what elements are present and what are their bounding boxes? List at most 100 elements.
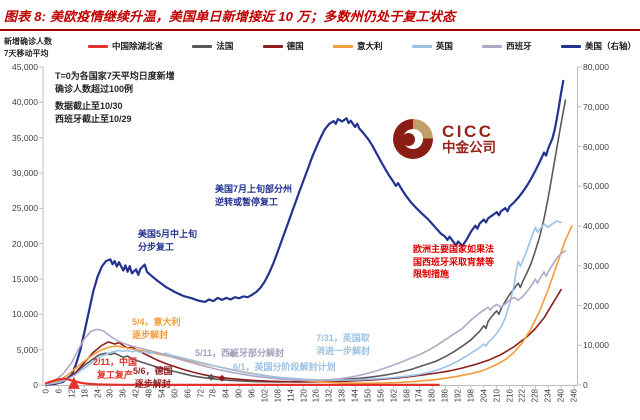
x-axis-tick-label: 192 [453,388,463,402]
figure-title: 图表 8: 美欧疫情继续升温，美国单日新增接近 10 万；多数州仍处于复工状态 [4,9,456,24]
legend-line-swatch-icon [332,44,353,48]
chart-annotation: T=0为各国家7天平均日度新增 确诊人数超过100例 [55,71,175,94]
diamond-marker [207,373,215,381]
x-axis-tick-label: 90 [234,388,244,398]
x-axis-tick-label: 84 [221,388,231,398]
legend-label: 法国 [216,41,234,51]
x-axis-tick-label: 36 [118,388,128,398]
chart-annotation: 5/11，西班牙部分解封 [195,348,285,358]
x-axis-tick-label: 174 [414,388,424,402]
x-axis-tick-label: 120 [299,388,309,402]
x-axis-tick-label: 234 [543,388,553,402]
x-axis-tick-label: 210 [492,388,502,402]
x-axis-tick-label: 198 [466,388,476,402]
series-line-美国（右轴） [44,79,565,386]
chart-canvas [39,66,582,389]
right-axis-tick-label: 80,000 [583,62,609,72]
x-axis-tick-label: 216 [505,388,515,402]
diamond-marker [218,374,226,382]
left-axis-tick-label: 30,000 [12,168,38,178]
cicc-logo-ring-icon [393,119,433,159]
left-axis-tick-label: 10,000 [12,309,38,320]
x-axis-tick-label: 228 [530,388,540,402]
legend-line-swatch-icon [560,44,581,48]
right-axis-tick-label: 10,000 [583,340,609,351]
legend-label: 意大利 [356,41,383,51]
y-axis-title-line1: 新增确诊人数 [4,37,52,46]
legend-label: 英国 [435,41,453,51]
series-line-西班牙 [45,249,567,385]
x-axis-tick-label: 246 [569,388,579,402]
legend-item-5: 西班牙 [482,40,532,52]
x-axis-tick-label: 162 [389,388,399,402]
x-axis-tick-label: 156 [376,388,386,402]
right-axis-tick-label: 0 [583,380,588,390]
right-axis-tick-label: 40,000 [583,221,609,231]
chart-annotation: 美国7月上旬部分州 逆转或暂停复工 [215,184,293,207]
left-axis-tick-label: 40,000 [12,97,38,108]
x-axis-tick-label: 0 [41,388,51,393]
x-axis-tick-label: 204 [479,388,489,402]
x-axis-tick-label: 132 [324,388,334,402]
left-axis-tick-label: 5,000 [16,344,38,355]
x-axis-tick-label: 180 [427,388,437,402]
left-axis-tick-label: 15,000 [12,274,38,284]
cicc-logo-text: CICC 中金公司 [442,123,496,155]
chart-annotation: 6/1，英国分阶段解封计划 [233,362,336,372]
x-axis-tick-label: 66 [183,388,193,398]
left-axis-tick-label: 35,000 [12,132,38,143]
chart-annotation: 5/4，意大利 逐步解封 [132,317,181,340]
legend-item-4: 英国 [411,40,453,52]
x-axis-tick-label: 12 [67,388,77,398]
legend-item-0: 中国除湖北省 [88,40,163,52]
chart-annotation: 2/11，中国 复工复产 [93,357,138,380]
series-line-德国 [45,288,562,386]
legend-label: 中国除湖北省 [112,41,164,51]
x-axis-tick-label: 186 [440,388,450,402]
x-axis-tick-label: 96 [247,388,257,398]
legend-line-swatch-icon [88,44,108,48]
right-axis-tick-label: 20,000 [583,300,609,311]
triangle-marker [67,376,80,389]
x-axis-tick-label: 168 [402,388,412,402]
x-axis-tick-label: 78 [208,388,218,398]
right-axis-tick-label: 60,000 [583,141,609,152]
x-axis-tick-label: 18 [80,388,90,398]
left-axis-tick-label: 0 [33,380,38,390]
y-axis-title: 新增确诊人数 7天移动平均 [4,36,52,60]
x-axis-tick-label: 30 [105,388,115,398]
x-axis-tick-label: 72 [196,388,206,398]
right-axis-tick-label: 70,000 [583,101,609,112]
y-axis-title-line2: 7天移动平均 [4,49,49,58]
legend-item-2: 德国 [262,40,304,52]
x-axis-tick-label: 240 [556,388,566,402]
legend-label: 西班牙 [506,41,532,51]
series-line-中国除湖北省 [44,377,440,386]
cicc-logo-name: CICC [442,121,494,141]
cicc-logo-cn: 中金公司 [442,139,496,155]
legend-line-swatch-icon [262,44,283,48]
cicc-logo: CICC 中金公司 [393,119,496,159]
legend-item-3: 意大利 [332,40,383,52]
left-axis-tick-label: 20,000 [12,238,38,249]
legend-line-swatch-icon [411,44,432,48]
right-axis-tick-label: 50,000 [583,181,609,192]
legend-line-swatch-icon [482,44,503,48]
x-axis-tick-label: 126 [311,388,321,402]
legend-label: 美国（右轴） [584,41,636,51]
series-line-法国 [45,99,567,386]
title-divider [0,29,640,31]
chart-annotation: 5/6，德国 逐步解封 [133,366,173,389]
chart-annotation: 欧洲主要国家如果法 国西班牙采取宵禁等 限制措施 [413,244,495,280]
diamond-marker [228,349,237,358]
legend-item-1: 法国 [192,40,233,52]
x-axis-tick-label: 108 [273,388,283,402]
line-chart-area: CICC 中金公司 0 5,000 10,000 15,000 20,000 25,000… [0,55,640,420]
left-axis-tick-label: 45,000 [12,62,38,72]
x-axis-tick-label: 102 [260,388,270,402]
x-axis-tick-label: 114 [286,388,296,402]
legend-line-swatch-icon [192,44,213,48]
x-axis-tick-label: 144 [350,388,360,402]
x-axis-tick-label: 222 [517,388,527,402]
